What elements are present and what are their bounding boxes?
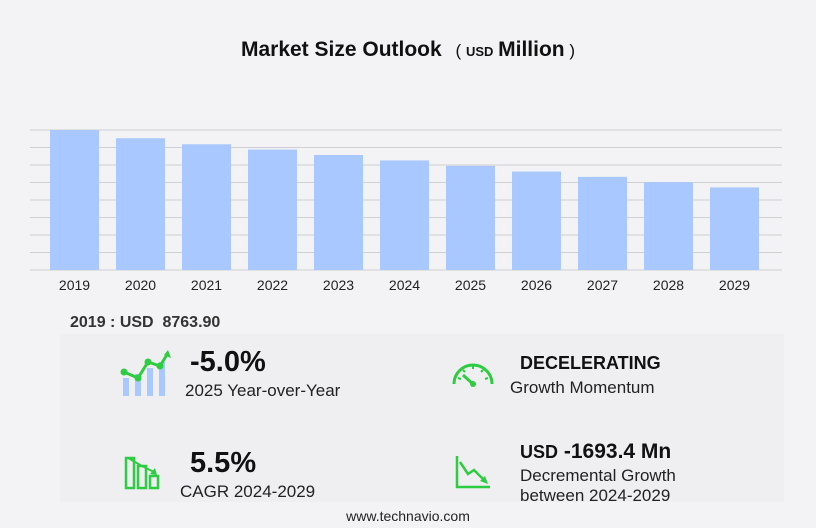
bar-2026 [512, 171, 561, 270]
x-tick-label: 2026 [521, 277, 552, 293]
bar-2029 [710, 187, 759, 270]
bar-2020 [116, 138, 165, 270]
title-unit: ( USD Million ) [455, 38, 576, 61]
bar-2027 [578, 176, 627, 270]
title-text: Market Size Outlook [240, 38, 442, 61]
bar-2023 [314, 154, 363, 270]
x-tick-label: 2029 [719, 277, 750, 293]
kpi-cagr: 5.5% CAGR 2024-2029 [180, 447, 315, 502]
x-tick-label: 2025 [455, 277, 486, 293]
bar-chart: 2019 2020 2021 2022 2023 2024 2025 2026 2027 2028… [30, 129, 782, 293]
x-tick-label: 2023 [323, 277, 354, 293]
bar-2021 [182, 144, 231, 270]
kpi-yoy: -5.0% 2025 Year-over-Year [185, 346, 340, 401]
yoy-value: -5.0% [190, 346, 266, 378]
bar-2024 [380, 160, 429, 270]
incremental-label-1: Decremental Growth [520, 466, 676, 485]
unit-scale: Million [498, 38, 565, 61]
bar-2019 [50, 130, 99, 270]
incremental-label-2: between 2024-2029 [520, 486, 671, 505]
unit-open: ( [455, 41, 462, 60]
bar-decline-icon [124, 456, 160, 490]
x-tick-label: 2022 [257, 277, 288, 293]
base-year: 2019 [70, 314, 106, 331]
footer-url: www.technavio.com [346, 508, 470, 524]
base-separator: : [105, 314, 120, 331]
cagr-label: CAGR 2024-2029 [180, 482, 316, 501]
incremental-value-line: USD -1693.4 Mn [520, 440, 676, 464]
bar-2022 [248, 149, 297, 270]
x-tick-label: 2021 [191, 277, 222, 293]
base-currency: USD [119, 314, 154, 331]
chart-title: Market Size Outlook ( USD Million ) [0, 38, 816, 62]
incremental-currency: USD [520, 442, 559, 462]
kpi-panel [60, 334, 784, 502]
momentum-value: DECELERATING [520, 353, 661, 373]
yoy-label: 2025 Year-over-Year [185, 381, 341, 400]
unit-close: ) [569, 41, 576, 60]
trend-down-icon [455, 456, 490, 489]
incremental-value: -1693.4 Mn [563, 440, 672, 463]
x-tick-label: 2028 [653, 277, 684, 293]
kpi-momentum: DECELERATING Growth Momentum [510, 353, 661, 398]
x-tick-label: 2024 [389, 277, 420, 293]
x-tick-label: 2019 [59, 277, 90, 293]
momentum-label: Growth Momentum [510, 378, 655, 397]
unit-currency: USD [465, 44, 494, 59]
kpi-incremental: USD -1693.4 Mn Decremental Growth betwee… [520, 440, 676, 506]
bar-2025 [446, 165, 495, 270]
cagr-value: 5.5% [190, 447, 257, 479]
x-tick-label: 2027 [587, 277, 618, 293]
speedometer-icon [452, 363, 494, 387]
x-tick-label: 2020 [125, 277, 156, 293]
bar-2028 [644, 182, 693, 270]
growth-chart-icon [120, 350, 171, 396]
base-year-value: 2019 : USD 8763.90 [70, 314, 220, 332]
base-value: 8763.90 [162, 314, 221, 331]
